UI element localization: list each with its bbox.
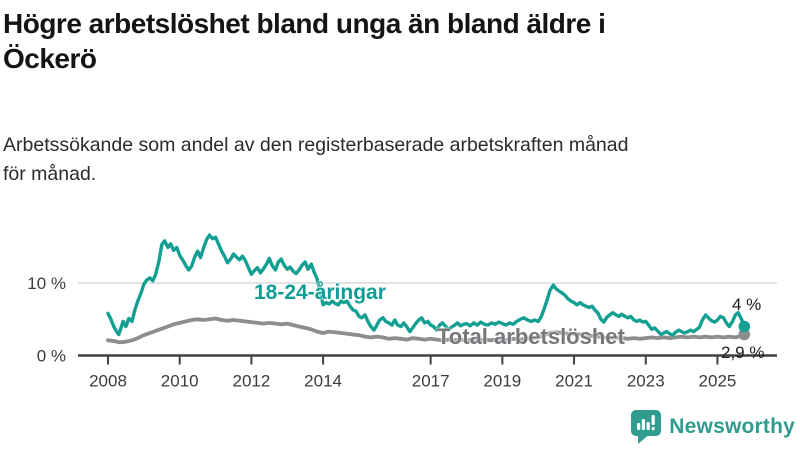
- x-tick-label: 2021: [555, 372, 593, 391]
- x-tick-label: 2008: [89, 372, 127, 391]
- x-tick-label: 2023: [627, 372, 665, 391]
- title-line-1: Högre arbetslöshet bland unga än bland ä…: [3, 8, 606, 39]
- series-line-total: [106, 316, 747, 345]
- end-value-label-total: 2,9 %: [721, 343, 765, 362]
- page-title: Högre arbetslöshet bland unga än bland ä…: [3, 6, 797, 76]
- series-line-youth: [106, 233, 746, 337]
- series-end-dot-total: [738, 328, 751, 341]
- x-tick-label: 2019: [483, 372, 521, 391]
- series-label-youth: 18-24-åringar: [254, 281, 386, 304]
- x-tick-label: 2017: [412, 372, 450, 391]
- series-label-total: Total arbetslöshet: [437, 324, 625, 349]
- y-tick-label: 10 %: [27, 274, 66, 293]
- x-tick-label: 2010: [161, 372, 199, 391]
- newsworthy-wordmark: Newsworthy: [669, 415, 795, 438]
- subtitle-line-2: för månad.: [3, 163, 97, 186]
- newsworthy-branding: Newsworthy: [631, 409, 795, 445]
- logo-bars-icon: [637, 415, 656, 431]
- y-tick-label: 0 %: [37, 347, 66, 366]
- end-value-label-youth: 4 %: [732, 295, 762, 314]
- newsworthy-logo-icon: [631, 410, 662, 444]
- series-end-dot-youth: [738, 320, 751, 333]
- x-tick-label: 2014: [304, 372, 342, 391]
- title-line-2: Öckerö: [3, 43, 97, 74]
- x-tick-label: 2012: [232, 372, 270, 391]
- x-tick-label: 2025: [699, 372, 737, 391]
- chart-subtitle: Arbetssökande som andel av den registerb…: [3, 131, 797, 190]
- subtitle-line-1: Arbetssökande som andel av den registerb…: [3, 134, 629, 156]
